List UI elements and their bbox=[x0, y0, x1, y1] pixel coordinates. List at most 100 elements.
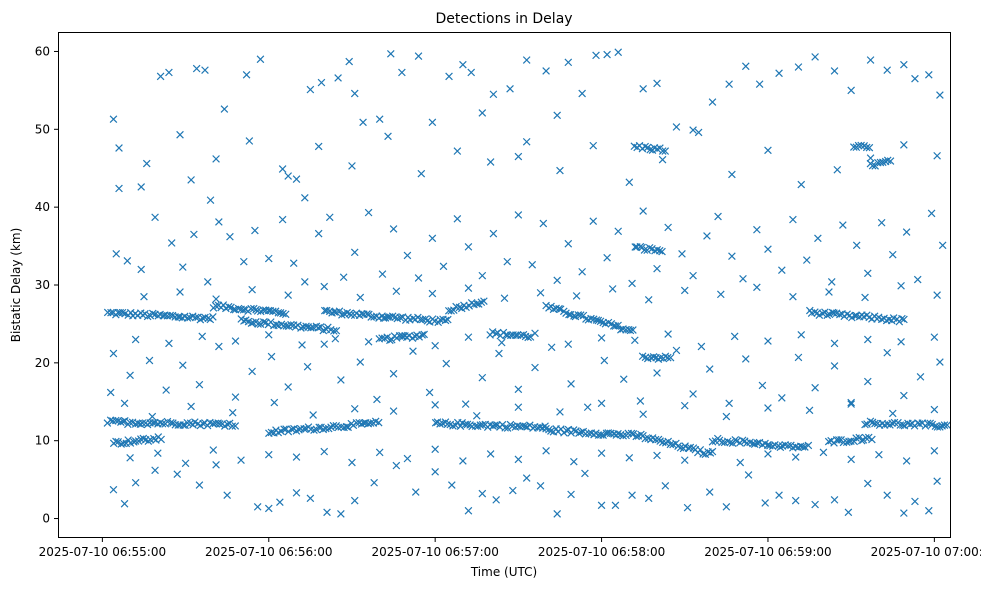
track-detection-marker bbox=[287, 320, 295, 329]
track-detection-marker bbox=[477, 298, 486, 307]
track-detection-marker bbox=[418, 331, 427, 339]
detection-marker bbox=[802, 256, 811, 264]
track-detection-marker bbox=[443, 315, 452, 324]
detection-marker bbox=[764, 450, 772, 458]
detection-marker bbox=[284, 291, 293, 299]
detection-marker bbox=[653, 369, 661, 377]
detection-marker bbox=[251, 226, 259, 235]
detection-marker bbox=[866, 56, 875, 64]
track-detection-marker bbox=[898, 421, 907, 429]
detection-marker bbox=[578, 267, 586, 276]
detection-marker bbox=[639, 85, 647, 93]
detection-marker bbox=[764, 404, 772, 412]
detection-marker bbox=[464, 284, 473, 292]
detection-marker bbox=[583, 403, 592, 412]
detection-marker bbox=[611, 501, 620, 510]
track-detection-marker bbox=[334, 423, 343, 432]
track-detection-marker bbox=[342, 422, 351, 431]
detection-marker bbox=[778, 266, 786, 275]
track-detection-marker bbox=[148, 309, 157, 318]
detection-marker bbox=[331, 334, 340, 343]
detection-marker bbox=[392, 461, 401, 470]
detection-marker bbox=[581, 469, 589, 478]
detection-marker bbox=[847, 455, 855, 464]
track-detection-marker bbox=[575, 429, 583, 437]
track-detection-marker bbox=[463, 420, 472, 429]
detection-marker bbox=[264, 330, 273, 339]
detection-marker bbox=[264, 450, 273, 459]
track-detection-marker bbox=[247, 319, 256, 328]
track-detection-marker bbox=[138, 419, 147, 427]
detection-marker bbox=[741, 62, 750, 71]
detection-marker bbox=[176, 288, 184, 296]
detection-marker bbox=[464, 506, 473, 515]
track-detection-marker bbox=[836, 310, 844, 319]
detection-marker bbox=[317, 78, 326, 87]
detection-marker bbox=[797, 180, 806, 189]
track-detection-marker bbox=[594, 316, 603, 325]
detection-marker bbox=[542, 446, 550, 455]
detection-marker bbox=[264, 504, 273, 513]
detection-marker bbox=[794, 63, 803, 71]
detection-marker bbox=[181, 459, 190, 468]
detection-marker bbox=[603, 50, 611, 59]
detection-marker bbox=[497, 338, 506, 347]
detection-marker bbox=[597, 449, 606, 457]
track-detection-marker bbox=[632, 432, 641, 441]
track-detection-marker bbox=[943, 421, 952, 429]
track-detection-marker bbox=[900, 315, 908, 324]
detection-marker bbox=[564, 340, 573, 348]
track-detection-marker bbox=[627, 429, 636, 438]
detection-marker bbox=[300, 278, 309, 286]
detection-marker bbox=[187, 176, 195, 184]
detection-marker bbox=[356, 358, 365, 366]
detection-marker bbox=[226, 232, 234, 241]
track-detection-marker bbox=[449, 422, 457, 430]
detection-marker bbox=[109, 485, 118, 494]
detection-marker bbox=[597, 501, 606, 510]
detection-marker bbox=[309, 411, 317, 419]
detection-marker bbox=[514, 211, 523, 219]
detection-marker bbox=[348, 162, 356, 170]
track-detection-marker bbox=[215, 420, 224, 428]
track-detection-marker bbox=[179, 421, 188, 429]
detection-marker bbox=[572, 292, 581, 300]
detection-marker bbox=[833, 165, 842, 174]
detection-marker bbox=[653, 451, 661, 460]
detection-marker bbox=[608, 285, 617, 293]
track-detection-marker bbox=[804, 441, 813, 450]
detection-marker bbox=[938, 241, 947, 250]
detection-marker bbox=[231, 337, 240, 345]
track-detection-marker bbox=[890, 418, 899, 427]
x-tick-label: 2025-07-10 06:57:00 bbox=[371, 545, 498, 559]
detection-marker bbox=[614, 227, 623, 236]
track-detection-marker bbox=[513, 331, 522, 340]
track-detection-marker bbox=[119, 439, 128, 448]
detection-marker bbox=[215, 218, 223, 226]
detection-marker bbox=[478, 489, 487, 498]
detection-marker bbox=[825, 288, 833, 296]
detection-marker bbox=[411, 488, 420, 496]
detection-marker bbox=[489, 90, 498, 99]
track-detection-marker bbox=[878, 158, 887, 167]
detection-marker bbox=[741, 355, 750, 363]
detection-marker bbox=[514, 455, 523, 464]
track-detection-marker bbox=[661, 147, 670, 155]
track-detection-marker bbox=[663, 353, 672, 362]
detection-marker bbox=[337, 376, 345, 384]
detection-marker bbox=[514, 403, 523, 412]
detection-marker bbox=[653, 264, 661, 273]
track-detection-marker bbox=[343, 308, 352, 317]
detection-marker bbox=[292, 453, 301, 461]
detection-marker bbox=[528, 260, 537, 269]
detection-marker bbox=[936, 358, 944, 366]
track-detection-marker bbox=[587, 314, 595, 323]
detection-marker bbox=[814, 234, 822, 243]
detection-marker bbox=[603, 253, 611, 262]
detection-marker bbox=[589, 141, 598, 150]
track-detection-marker bbox=[857, 141, 865, 150]
detection-marker bbox=[589, 217, 598, 225]
detection-marker bbox=[428, 234, 437, 243]
detection-marker bbox=[276, 498, 284, 507]
detection-marker bbox=[350, 248, 359, 257]
